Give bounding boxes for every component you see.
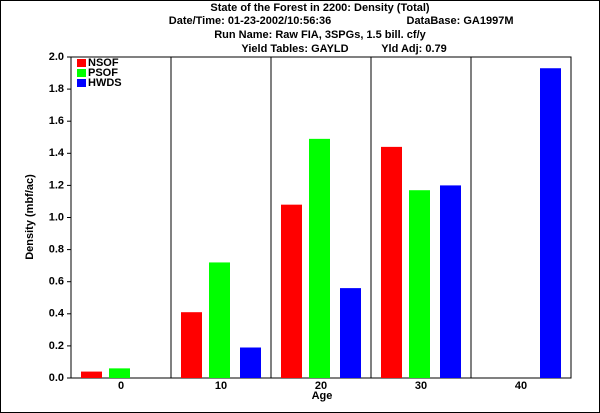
bar xyxy=(209,262,230,378)
x-tick-label: 0 xyxy=(118,380,124,392)
subtitle: Date/Time: 01-23-2002/10:56:36 xyxy=(169,15,331,27)
bar xyxy=(281,204,302,378)
legend-label: HWDS xyxy=(88,77,122,89)
bar xyxy=(81,371,102,378)
legend-swatch xyxy=(77,59,86,67)
bar xyxy=(440,185,461,378)
subtitle: DataBase: GA1997M xyxy=(407,15,514,27)
bar xyxy=(540,68,561,379)
x-tick-label: 40 xyxy=(515,380,527,392)
legend-swatch xyxy=(77,79,86,87)
bar xyxy=(109,368,130,378)
subtitle: Yield Tables: GAYLD xyxy=(241,43,348,55)
legend-label: PSOF xyxy=(88,67,118,79)
x-tick-label: 20 xyxy=(315,380,327,392)
y-tick-label: 1.6 xyxy=(49,115,64,127)
subtitle: Yld Adj: 0.79 xyxy=(381,43,447,55)
legend-swatch xyxy=(77,69,86,77)
legend-label: NSOF xyxy=(88,57,119,69)
x-tick-label: 30 xyxy=(415,380,427,392)
y-tick-label: 0.6 xyxy=(49,276,64,288)
y-tick-label: 0.0 xyxy=(49,372,64,384)
bar xyxy=(240,347,261,378)
y-axis-label: Density (mbf/ac) xyxy=(24,174,36,260)
y-tick-label: 1.2 xyxy=(49,179,64,191)
x-tick-label: 10 xyxy=(215,380,227,392)
bar xyxy=(340,288,361,378)
y-tick-label: 0.4 xyxy=(49,308,65,320)
chart-title: State of the Forest in 2200: Density (To… xyxy=(210,2,430,14)
y-tick-label: 0.8 xyxy=(49,244,64,256)
bar xyxy=(409,190,430,378)
bar xyxy=(309,138,330,378)
bar xyxy=(381,146,402,378)
x-axis-label: Age xyxy=(312,390,333,402)
bar xyxy=(181,312,202,378)
y-tick-label: 1.0 xyxy=(49,211,64,223)
subtitle: Run Name: Raw FIA, 3SPGs, 1.5 bill. cf/y xyxy=(214,29,426,41)
y-tick-label: 1.8 xyxy=(49,83,64,95)
y-tick-label: 0.2 xyxy=(49,340,64,352)
y-tick-label: 2.0 xyxy=(49,51,64,63)
y-tick-label: 1.4 xyxy=(49,147,65,159)
